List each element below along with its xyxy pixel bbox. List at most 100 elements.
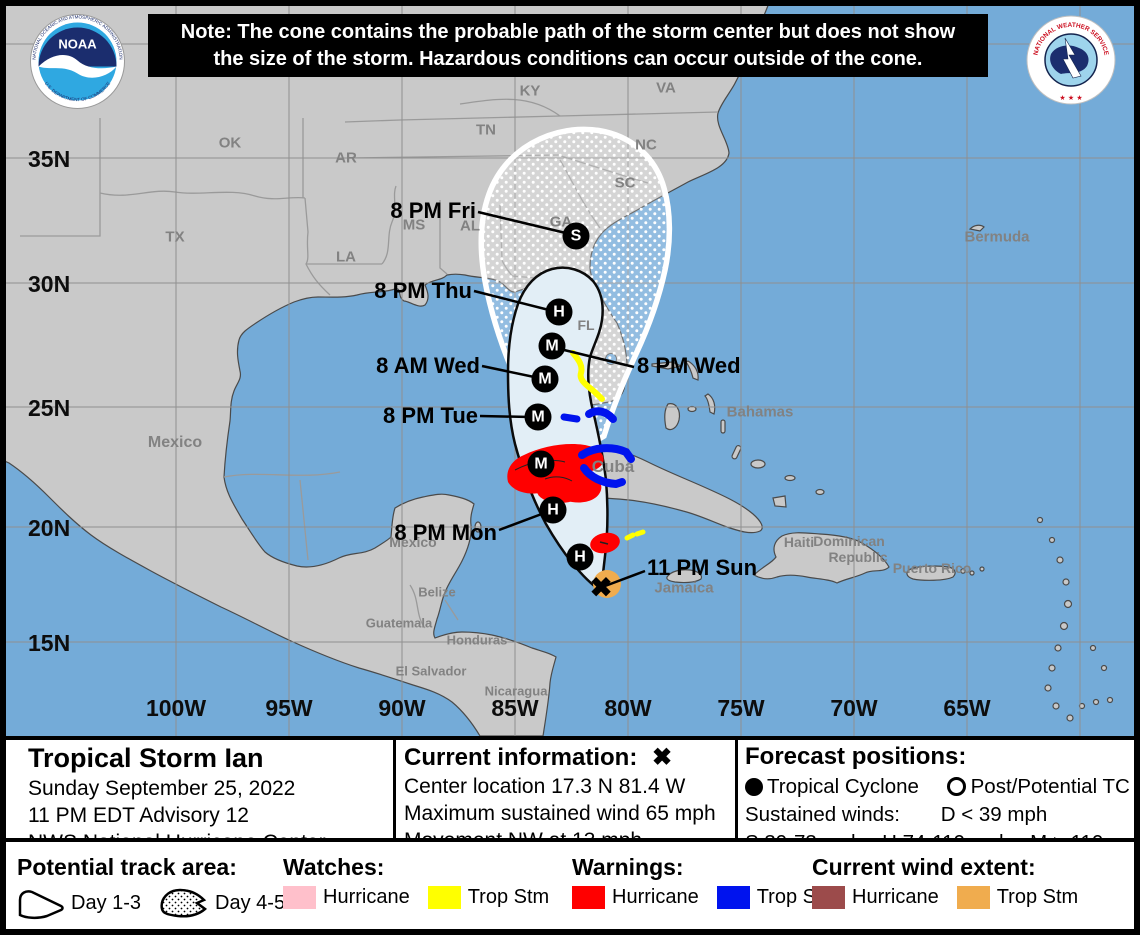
current-position-x-icon: ✖ [589, 572, 613, 603]
forecast-positions-panel: Forecast positions: Tropical Cyclone Pos… [745, 743, 1140, 879]
lon-tick-100w: 100W [145, 695, 207, 721]
cat-island [720, 419, 726, 434]
place-label-nicaragua: Nicaragua [484, 683, 548, 699]
day13-label: Day 1-3 [71, 891, 142, 914]
nws-logo-icon: NATIONAL WEATHER SERVICE ★ ★ ★ [1026, 15, 1116, 105]
post-potential-tc-label: Post/Potential TC [970, 775, 1130, 798]
time-label-8am-wed: 8 AM Wed [376, 353, 480, 378]
time-label-8pm-mon: 8 PM Mon [394, 520, 497, 545]
day45-cone-icon [160, 888, 208, 918]
trop-stm-watch-florida [570, 350, 605, 402]
place-label-bahamas: Bahamas [726, 403, 794, 421]
day13-cone-icon [18, 890, 64, 920]
nws-stars: ★ ★ ★ [1059, 94, 1082, 102]
lat-tick-20n: 20N [28, 515, 71, 541]
time-label-8pm-thu: 8 PM Thu [374, 278, 472, 303]
track-point-8pm-mon: H [539, 496, 567, 524]
current-info-panel: Current information: ✖ Center location 1… [404, 743, 716, 853]
hurricane-extent-swatch [812, 886, 845, 909]
leader-lines [473, 210, 646, 588]
storm-summary-panel: Tropical Storm Ian Sunday September 25, … [28, 743, 326, 855]
place-label-republic: Republic [828, 549, 888, 565]
wind-extent-title: Current wind extent: [812, 854, 1036, 880]
lon-tick-75w: 75W [717, 695, 765, 721]
trop-stm-watch-swatch [427, 886, 461, 909]
trop-stm-extent-label: Trop Stm [996, 886, 1079, 908]
max-wind: Maximum sustained wind 65 mph [404, 802, 716, 825]
place-label-dominican: Dominican [813, 533, 885, 549]
legend-watches: Watches: Hurricane Trop Stm [283, 854, 549, 909]
hurricane-watch-label: Hurricane [323, 886, 410, 908]
track-point-8pm-tue: M [524, 403, 552, 431]
place-label-puerto-rico: Puerto Rico [892, 560, 972, 576]
jamaica [666, 569, 703, 584]
grand-bahama [651, 361, 683, 370]
tropical-cyclone-icon [745, 778, 763, 796]
inagua [772, 495, 787, 508]
place-label-nc: NC [635, 136, 657, 154]
trop-stm-warning-keys-west [560, 413, 581, 423]
sustained-winds-label: Sustained winds: [745, 803, 900, 826]
crooked-island [750, 459, 766, 469]
time-label-11pm-sun: 11 PM Sun [647, 555, 758, 580]
place-label-tn: TN [476, 121, 496, 139]
post-potential-tc-icon [946, 777, 966, 796]
svg-text:NOAA: NOAA [58, 37, 97, 52]
track-point-8pm-wed: M [538, 332, 566, 360]
time-label-8pm-fri: 8 PM Fri [390, 198, 476, 223]
legend-warnings: Warnings: Hurricane Trop Stm [572, 854, 838, 909]
warnings-title: Warnings: [572, 854, 684, 880]
time-label-8pm-wed: 8 PM Wed [637, 353, 741, 378]
map-area: 35N 30N 25N 20N 15N 100W 95W 90W 85W 80W… [0, 0, 1140, 736]
place-label-cuba: Cuba [591, 457, 635, 476]
puerto-rico [906, 565, 956, 581]
place-label-el-salvador: El Salvador [395, 663, 467, 679]
bermuda-island [968, 224, 985, 232]
note-line1: Note: The cone contains the probable pat… [180, 20, 956, 43]
divider-1 [393, 740, 396, 838]
trop-stm-watch-label: Trop Stm [467, 886, 550, 908]
place-label-bermuda: Bermuda [964, 228, 1030, 246]
lat-tick-15n: 15N [28, 630, 71, 656]
note-line2: the size of the storm. Hazardous conditi… [213, 47, 923, 70]
warning-overlays [507, 350, 646, 598]
tropical-cyclone-label: Tropical Cyclone [767, 775, 919, 798]
place-label-ms: MS [402, 216, 426, 234]
hurricane-warning-label: Hurricane [612, 886, 699, 908]
place-label-ok: OK [218, 134, 242, 152]
place-label-ar: AR [335, 149, 357, 167]
place-label-mexico: Mexico [147, 434, 203, 451]
noaa-logo-icon: NOAA NATIONAL OCEANIC AND ATMOSPHERIC AD… [30, 14, 125, 109]
mayaguana [784, 474, 796, 482]
abaco [685, 360, 699, 381]
trop-stm-warning-cuba-north [578, 444, 635, 463]
current-info-title: Current information: [404, 744, 638, 771]
hurricane-watch-swatch [283, 886, 316, 909]
place-label-fl: FL [577, 317, 595, 333]
turks [815, 488, 825, 496]
legend-track-area: Potential track area: Day 1-3 Day 4-5 [17, 854, 285, 920]
trop-stm-warning-keys-east [585, 407, 617, 423]
current-x-icon: ✖ [652, 744, 673, 771]
place-label-sc: SC [614, 174, 636, 192]
legend-wind-extent: Current wind extent: Hurricane Trop Stm [812, 854, 1078, 909]
track-point-8am-tue: M [527, 450, 555, 478]
center-location: Center location 17.3 N 81.4 W [404, 775, 686, 798]
trop-stm-watch-cayman [624, 529, 646, 541]
trop-stm-warning-cuba-south [580, 464, 626, 489]
lon-tick-90w: 90W [378, 695, 426, 721]
place-label-la: LA [336, 248, 356, 266]
place-label-tx: TX [165, 228, 185, 246]
lon-tick-85w: 85W [491, 695, 539, 721]
hispaniola [753, 532, 890, 584]
place-label-haiti: Haiti [783, 534, 815, 550]
storm-date: Sunday September 25, 2022 [28, 777, 296, 800]
map-canvas [0, 0, 1140, 736]
hurricane-warning-swatch [572, 886, 605, 909]
track-area-title: Potential track area: [17, 854, 237, 880]
eleuthera [704, 393, 716, 415]
info-panel: Tropical Storm Ian Sunday September 25, … [0, 736, 1140, 878]
lesser-antilles [1036, 516, 1114, 722]
track-point-8pm-fri: S [562, 222, 590, 250]
